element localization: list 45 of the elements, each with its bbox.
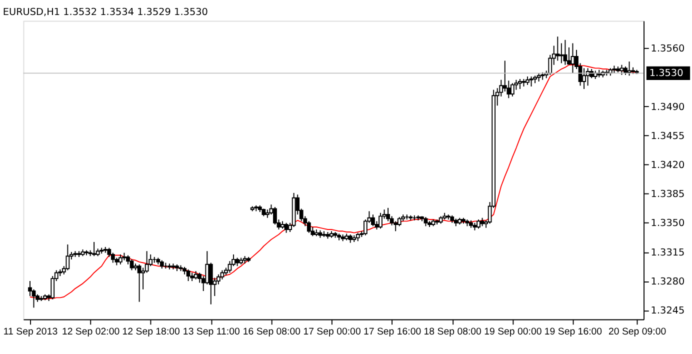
x-tick-label: 19 Sep 16:00 bbox=[544, 326, 603, 338]
candlestick bbox=[582, 68, 586, 90]
candlestick bbox=[118, 254, 122, 265]
x-tick-label: 12 Sep 18:00 bbox=[122, 326, 181, 338]
y-tick-label: 1.3385 bbox=[650, 189, 685, 200]
y-tick-label: 1.3280 bbox=[650, 276, 685, 288]
candlestick bbox=[529, 76, 534, 87]
x-tick-label: 13 Sep 11:00 bbox=[182, 326, 240, 338]
x-tick-label: 11 Sep 2013 bbox=[3, 326, 58, 338]
x-tick-label: 19 Sep 00:00 bbox=[484, 326, 542, 338]
y-tick-label: 1.3315 bbox=[650, 247, 685, 258]
candlestick bbox=[66, 244, 70, 271]
ref-line-label: 1.3530 bbox=[649, 68, 684, 80]
candlestick bbox=[397, 216, 402, 227]
y-tick-label: 1.3490 bbox=[650, 102, 685, 113]
y-tick-label: 1.3560 bbox=[650, 44, 685, 55]
candlestick bbox=[518, 78, 522, 90]
candlestick bbox=[510, 82, 514, 97]
x-tick-label: 12 Sep 02:00 bbox=[62, 326, 120, 338]
candlestick bbox=[110, 252, 115, 264]
x-tick-label: 18 Sep 08:00 bbox=[424, 326, 482, 338]
candlestick bbox=[386, 207, 390, 222]
candlestick bbox=[424, 216, 428, 227]
x-tick-label: 17 Sep 00:00 bbox=[303, 326, 362, 338]
candlestick bbox=[284, 222, 288, 234]
y-tick-label: 1.3420 bbox=[650, 160, 685, 172]
y-tick-label: 1.3455 bbox=[650, 130, 685, 142]
candlestick bbox=[137, 264, 142, 302]
candlestick bbox=[559, 42, 564, 64]
x-tick-label: 16 Sep 08:00 bbox=[242, 326, 302, 338]
x-tick-label: 17 Sep 16:00 bbox=[363, 326, 422, 338]
candlestick bbox=[186, 268, 190, 282]
chart-title: EURUSD,H1 1.3532 1.3534 1.3529 1.3530 bbox=[2, 6, 208, 18]
candlestick bbox=[476, 219, 480, 230]
candlestick bbox=[627, 61, 632, 76]
candlestick bbox=[570, 42, 575, 74]
candlestick bbox=[620, 64, 624, 76]
candlestick bbox=[92, 241, 96, 257]
candlestick bbox=[371, 214, 375, 227]
x-tick-label: 20 Sep 09:00 bbox=[608, 326, 667, 338]
y-tick-label: 1.3245 bbox=[650, 306, 685, 317]
candlestick bbox=[378, 212, 382, 230]
candlestick bbox=[130, 258, 134, 271]
candlestick bbox=[556, 36, 560, 62]
y-tick-label: 1.3350 bbox=[650, 218, 685, 230]
